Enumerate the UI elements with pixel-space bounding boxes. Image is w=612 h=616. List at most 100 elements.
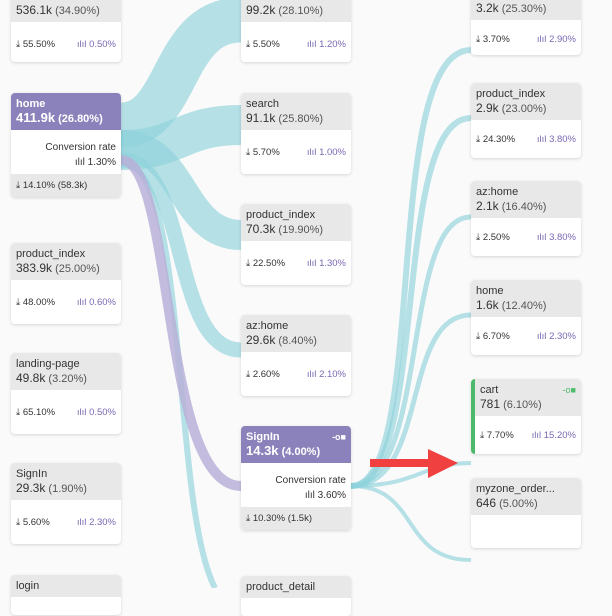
conversion-value: 0.60% <box>89 296 116 308</box>
node-name: SignIn <box>16 468 48 480</box>
node-pct: (23.00%) <box>501 103 547 115</box>
dropoff-icon: ⤓ <box>480 429 485 441</box>
node-col1-0[interactable]: 536.1k (34.90%) ⤓ 55.50% ılıl 0.50% <box>11 0 121 62</box>
node-name: product_index <box>476 88 546 100</box>
node-name: cart <box>480 384 499 396</box>
node-col3-cart-goal[interactable]: cart 781 (6.10%) -o■ ⤓ 7.70% ılıl 15.20% <box>471 379 581 454</box>
node-col3-myzone[interactable]: myzone_order... 646 (5.00%) <box>471 478 581 548</box>
node-value: 781 <box>480 397 501 411</box>
flow-home-to-node <box>118 0 243 148</box>
node-value: 1.6k <box>476 298 499 312</box>
pin-icon[interactable]: -o■ <box>332 432 346 442</box>
conversion-value: 1.30% <box>319 257 346 269</box>
conversion-value: 0.50% <box>89 406 116 418</box>
pin-icon[interactable]: -o■ <box>562 385 576 395</box>
node-name: product_index <box>16 248 86 260</box>
node-value: 3.2k <box>476 1 499 15</box>
conversion-value: 3.80% <box>549 231 576 243</box>
node-col3-home[interactable]: home 1.6k (12.40%) ⤓ 6.70% ılıl 2.30% <box>471 280 581 355</box>
dropoff-value: 2.60% <box>252 368 280 380</box>
conversion-value: 2.90% <box>549 33 576 45</box>
dropoff-value: 22.50% <box>252 257 286 269</box>
dropoff-value: 7.70% <box>486 429 514 441</box>
node-home-selected[interactable]: home 411.9k (26.80%) Conversion rate ılıl … <box>11 93 121 197</box>
node-col3-0[interactable]: 3.2k (25.30%) ⤓ 3.70% ılıl 2.90% <box>471 0 581 55</box>
conversion-icon: ılıl <box>531 429 542 441</box>
node-pct: (4.00%) <box>281 446 321 458</box>
node-col1-signin[interactable]: SignIn 29.3k (1.90%) ⤓ 5.60% ılıl 2.30% <box>11 463 121 544</box>
flow-signin-to-col3-4 <box>350 312 472 489</box>
dropoff-value: 5.50% <box>252 38 280 50</box>
node-value: 646 <box>476 496 497 510</box>
dropoff-icon: ⤓ <box>16 296 21 308</box>
conversion-icon: ılıl <box>76 406 87 418</box>
conversion-value: 15.20% <box>543 429 576 441</box>
conversion-value: 3.80% <box>549 133 576 145</box>
node-col1-product_index[interactable]: product_index 383.9k (25.00%) ⤓ 48.00% ılı… <box>11 243 121 324</box>
flow-home-to-signin <box>119 155 242 491</box>
node-value: 2.9k <box>476 101 499 115</box>
conversion-value: 1.30% <box>87 157 116 168</box>
dropoff-icon: ⤓ <box>476 33 481 45</box>
node-pct: (3.20%) <box>48 373 87 385</box>
node-col2-0[interactable]: 99.2k (28.10%) ⤓ 5.50% ılıl 1.20% <box>241 0 351 62</box>
node-pct: (6.10%) <box>503 399 542 411</box>
node-col1-landing-page[interactable]: landing-page 49.8k (3.20%) ⤓ 65.10% ılıl 0… <box>11 353 121 434</box>
conversion-icon: ılıl <box>304 490 315 501</box>
flow-signin-to-col3-3 <box>350 214 472 489</box>
conversion-label: Conversion rate <box>275 475 346 486</box>
node-name: search <box>246 98 280 110</box>
node-col3-az-home[interactable]: az:home 2.1k (16.40%) ⤓ 2.50% ılıl 3.80% <box>471 181 581 256</box>
flow-signin-to-col3-2 <box>350 115 472 489</box>
node-col3-product_index[interactable]: product_index 2.9k (23.00%) ⤓ 24.30% ılıl … <box>471 83 581 158</box>
dropoff-icon: ⤓ <box>16 406 21 418</box>
dropoff-icon: ⤓ <box>16 180 21 191</box>
dropoff-value: 5.60% <box>22 516 50 528</box>
node-value: 29.6k <box>246 333 276 347</box>
node-name: product_detail <box>246 581 316 593</box>
node-pct: (28.10%) <box>278 5 324 17</box>
dropoff-icon: ⤓ <box>246 38 251 50</box>
dropoff-icon: ⤓ <box>246 257 251 269</box>
node-col1-login[interactable]: login <box>11 575 121 615</box>
node-pct: (12.40%) <box>501 300 547 312</box>
conversion-icon: ılıl <box>76 516 87 528</box>
node-pct: (1.90%) <box>48 483 87 495</box>
flow-home-to-product_index <box>119 130 243 250</box>
conversion-icon: ılıl <box>76 296 87 308</box>
node-col2-az-home[interactable]: az:home 29.6k (8.40%) ⤓ 2.60% ılıl 2.10% <box>241 315 351 396</box>
node-pct: (25.00%) <box>55 263 100 275</box>
dropoff-icon: ⤓ <box>16 38 21 50</box>
conversion-icon: ılıl <box>306 368 317 380</box>
dropoff-value: 48.00% <box>22 296 56 308</box>
dropoff-value: 55.50% <box>22 38 56 50</box>
dropoff-icon: ⤓ <box>476 231 481 243</box>
node-value: 14.3k <box>246 443 279 458</box>
dropoff-icon: ⤓ <box>476 133 481 145</box>
conversion-value: 1.20% <box>319 38 346 50</box>
dropoff-rate: ⤓ 55.50% <box>16 39 55 50</box>
node-col2-product_detail[interactable]: product_detail <box>241 576 351 616</box>
dropoff-value: 2.50% <box>482 231 510 243</box>
node-name: home <box>16 98 46 110</box>
conversion-value: 2.30% <box>89 516 116 528</box>
conversion-value: 1.00% <box>319 146 346 158</box>
dropoff-icon: ⤓ <box>246 513 251 524</box>
node-pct: (19.90%) <box>278 224 324 236</box>
red-arrow-annotation <box>370 449 458 478</box>
node-name: az:home <box>246 320 289 332</box>
node-value: 70.3k <box>246 222 276 236</box>
node-col2-product_index[interactable]: product_index 70.3k (19.90%) ⤓ 22.50% ılıl… <box>241 204 351 285</box>
conversion-icon: ılıl <box>76 38 87 50</box>
conversion-icon: ılıl <box>536 33 547 45</box>
node-name: product_index <box>246 209 316 221</box>
node-col2-search[interactable]: search 91.1k (25.80%) ⤓ 5.70% ılıl 1.00% <box>241 93 351 174</box>
node-name: myzone_order... <box>476 483 555 495</box>
conversion-value: 0.50% <box>89 38 116 50</box>
dropoff-value: 14.10% (58.3k) <box>22 180 88 191</box>
node-value: 536.1k <box>16 3 53 17</box>
node-pct: (5.00%) <box>499 498 538 510</box>
dropoff-icon: ⤓ <box>246 146 251 158</box>
node-signin-selected[interactable]: SignIn 14.3k (4.00%) -o■ Conversion rate ıl… <box>241 426 351 530</box>
node-value: 49.8k <box>16 371 46 385</box>
